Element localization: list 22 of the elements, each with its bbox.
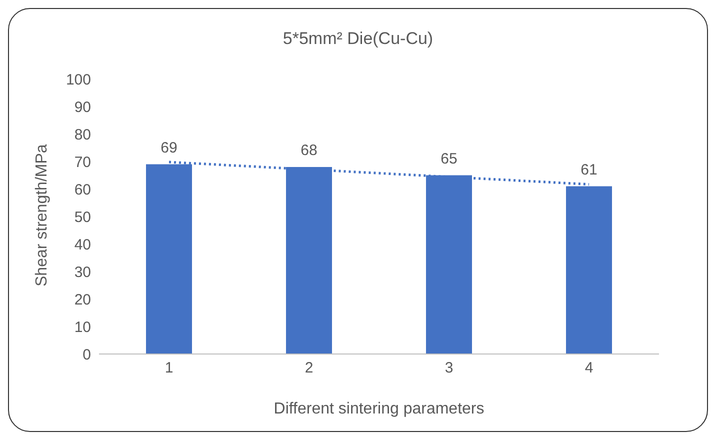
x-tick-label: 1 <box>164 360 174 377</box>
y-tick-label: 10 <box>74 318 91 336</box>
data-label: 65 <box>440 150 458 168</box>
y-tick-label: 60 <box>74 181 91 198</box>
y-tick-label: 20 <box>74 291 91 308</box>
chart-title: 5*5mm² Die(Cu-Cu) <box>282 29 434 49</box>
y-tick-label: 0 <box>82 346 91 364</box>
data-label: 68 <box>300 142 318 159</box>
x-tick-label: 2 <box>304 360 314 377</box>
data-label: 69 <box>160 139 178 156</box>
y-tick-label: 50 <box>74 208 91 226</box>
x-tick-label: 3 <box>444 360 454 377</box>
y-tick-label: 40 <box>74 236 91 254</box>
y-tick-label: 70 <box>74 154 91 171</box>
y-tick-label: 90 <box>74 98 91 116</box>
x-axis-title: Different sintering parameters <box>274 400 484 418</box>
y-tick-label: 80 <box>74 126 91 144</box>
y-axis-title: Shear strength/MPa <box>34 144 51 286</box>
y-tick-label: 100 <box>66 71 91 88</box>
data-label: 61 <box>580 161 598 178</box>
y-tick-label: 30 <box>74 264 91 281</box>
x-tick-label: 4 <box>584 360 594 377</box>
